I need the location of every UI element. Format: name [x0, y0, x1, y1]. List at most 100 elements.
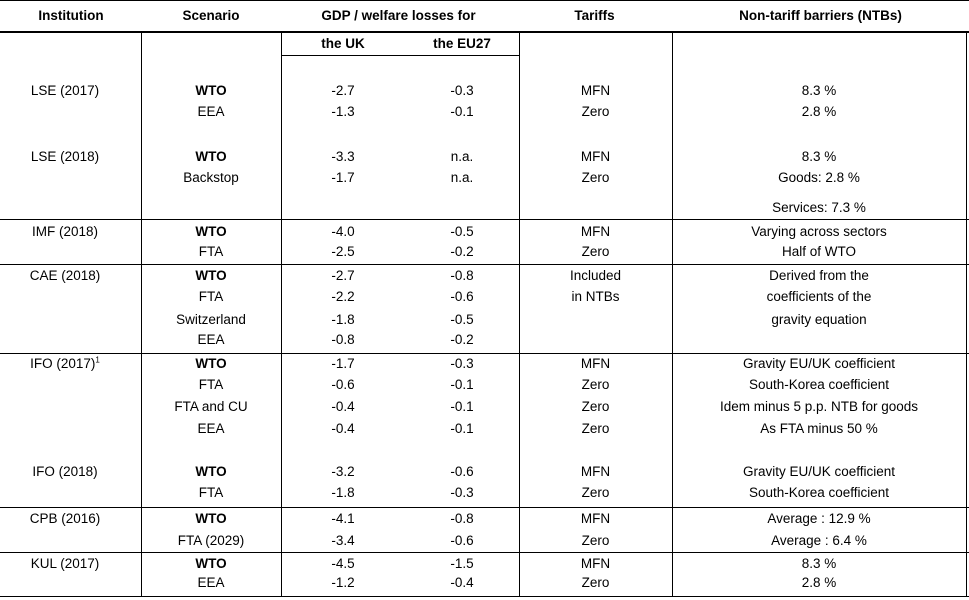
ntb-cell: South-Korea coefficient: [748, 485, 890, 500]
uk-loss-cell: -2.7: [331, 268, 355, 283]
scenario-cell: FTA and CU: [174, 399, 248, 414]
col-divider-1: [141, 33, 142, 596]
tariff-cell: Zero: [581, 377, 610, 392]
group-rule-cpb: [0, 507, 969, 508]
tariff-cell: Zero: [581, 533, 610, 548]
table-bottom-rule: [0, 596, 969, 597]
group-rule-ifo: [0, 353, 969, 354]
tariff-cell: Zero: [581, 104, 610, 119]
uk-loss-cell: -0.6: [331, 377, 355, 392]
institution-name: KUL (2017): [30, 556, 100, 571]
eu27-loss-cell: n.a.: [450, 170, 474, 185]
subheader-eu27: the EU27: [433, 35, 491, 51]
uk-loss-cell: -2.2: [331, 289, 355, 304]
header-gdp: GDP / welfare losses for: [321, 8, 476, 23]
header-top-rule: [0, 0, 969, 1]
col-divider-5: [966, 33, 967, 596]
ntb-cell: Services: 7.3 %: [772, 200, 866, 215]
scenario-cell: EEA: [197, 104, 225, 119]
eu27-loss-cell: -0.1: [450, 377, 474, 392]
eu27-loss-cell: -0.8: [450, 511, 474, 526]
ntb-cell: 8.3 %: [801, 83, 837, 98]
tariff-cell: MFN: [580, 224, 611, 239]
tariff-cell: MFN: [580, 83, 611, 98]
uk-loss-cell: [282, 198, 404, 218]
eu27-loss-cell: -0.3: [450, 83, 474, 98]
uk-loss-cell: -3.3: [331, 149, 355, 164]
subheader-uk: the UK: [321, 35, 365, 51]
ntb-cell: Derived from the: [769, 268, 869, 283]
col-divider-4: [672, 33, 673, 596]
scenario-cell: EEA: [197, 575, 225, 590]
ntb-cell: 2.8 %: [801, 575, 837, 590]
uk-loss-cell: -0.4: [331, 421, 355, 436]
tariff-cell: Zero: [581, 485, 610, 500]
scenario-cell: FTA: [198, 289, 224, 304]
ntb-cell: Idem minus 5 p.p. NTB for goods: [719, 399, 919, 414]
ntb-cell: 8.3 %: [801, 149, 837, 164]
ntb-cell: Gravity EU/UK coefficient: [742, 464, 896, 479]
ntb-cell: gravity equation: [771, 312, 867, 327]
ntb-cell: Half of WTO: [781, 244, 856, 259]
scenario-cell: WTO: [195, 511, 227, 526]
scenario-cell: [142, 198, 280, 218]
uk-loss-cell: -2.7: [331, 83, 355, 98]
tariff-cell: MFN: [580, 511, 611, 526]
scenario-cell: EEA: [197, 332, 225, 347]
uk-loss-cell: -0.8: [331, 332, 355, 347]
institution-name: IFO (2017)1: [30, 355, 100, 371]
institution-name: LSE (2017): [30, 83, 100, 98]
scenario-cell: Switzerland: [176, 312, 246, 327]
scenario-cell: WTO: [195, 268, 227, 283]
subheader-rule: [282, 55, 520, 56]
eu27-loss-cell: -0.5: [450, 224, 474, 239]
eu27-loss-cell: -0.6: [450, 289, 474, 304]
tariff-cell: [519, 330, 672, 350]
eu27-loss-cell: n.a.: [450, 149, 474, 164]
scenario-cell: FTA: [198, 377, 224, 392]
tariff-cell: Included: [569, 268, 622, 283]
uk-loss-cell: -1.2: [331, 575, 355, 590]
scenario-cell: WTO: [195, 356, 227, 371]
tariff-cell: in NTBs: [571, 289, 620, 304]
tariff-cell: MFN: [580, 149, 611, 164]
uk-loss-cell: -2.5: [331, 244, 355, 259]
eu27-loss-cell: -0.3: [450, 485, 474, 500]
eu27-loss-cell: -0.8: [450, 268, 474, 283]
scenario-cell: WTO: [195, 224, 227, 239]
tariff-cell: MFN: [580, 464, 611, 479]
institution-name: IFO (2018): [32, 464, 98, 479]
scenario-cell: EEA: [197, 421, 225, 436]
eu27-loss-cell: -0.2: [450, 244, 474, 259]
ntb-cell: 8.3 %: [801, 556, 837, 571]
eu27-loss-cell: -0.6: [450, 464, 474, 479]
group-rule-imf: [0, 219, 969, 220]
eu27-loss-cell: -0.1: [450, 104, 474, 119]
ntb-cell: Average : 12.9 %: [767, 511, 871, 526]
eu27-loss-cell: -0.3: [450, 356, 474, 371]
ntb-cell: Average : 6.4 %: [771, 533, 867, 548]
ntb-cell: As FTA minus 50 %: [760, 421, 878, 436]
uk-loss-cell: -1.3: [331, 104, 355, 119]
tariff-cell: [519, 310, 672, 330]
tariff-cell: [519, 198, 672, 218]
scenario-cell: Backstop: [183, 170, 239, 185]
tariff-cell: Zero: [581, 399, 610, 414]
scenario-cell: WTO: [195, 464, 227, 479]
tariff-cell: Zero: [581, 575, 610, 590]
eu27-loss-cell: -0.1: [450, 399, 474, 414]
uk-loss-cell: -4.5: [331, 556, 355, 571]
institution-name: CPB (2016): [29, 511, 101, 526]
group-rule-cae: [0, 264, 969, 265]
tariff-cell: Zero: [581, 170, 610, 185]
col-divider-3: [519, 33, 520, 596]
ntb-cell: South-Korea coefficient: [748, 377, 890, 392]
uk-loss-cell: -0.4: [331, 399, 355, 414]
eu27-loss-cell: -0.5: [450, 312, 474, 327]
group-rule-kul: [0, 552, 969, 553]
header-institution: Institution: [38, 8, 104, 23]
uk-loss-cell: -1.7: [331, 356, 355, 371]
tariff-cell: MFN: [580, 356, 611, 371]
header-bottom-rule: [0, 31, 969, 33]
institution-name: LSE (2018): [30, 149, 100, 164]
